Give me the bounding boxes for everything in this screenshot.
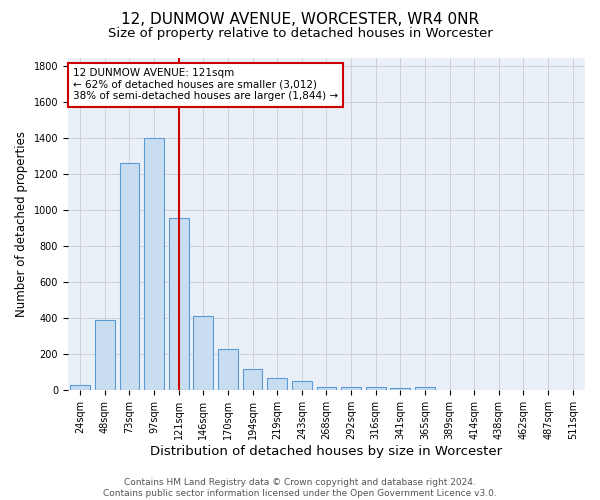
Text: Size of property relative to detached houses in Worcester: Size of property relative to detached ho… (107, 28, 493, 40)
Bar (268, 378, 287, 390)
Bar (391, 388, 410, 390)
Bar (193, 316, 213, 390)
Bar (144, 138, 164, 390)
Bar (243, 369, 262, 390)
Bar (415, 386, 435, 390)
Text: 12, DUNMOW AVENUE, WORCESTER, WR4 0NR: 12, DUNMOW AVENUE, WORCESTER, WR4 0NR (121, 12, 479, 28)
Bar (119, 162, 139, 390)
Bar (317, 386, 337, 390)
Bar (292, 381, 311, 390)
Y-axis label: Number of detached properties: Number of detached properties (15, 130, 28, 316)
Bar (341, 387, 361, 390)
Bar (366, 387, 386, 390)
Bar (169, 218, 188, 390)
Bar (218, 349, 238, 390)
Bar (70, 386, 90, 390)
Text: 12 DUNMOW AVENUE: 121sqm
← 62% of detached houses are smaller (3,012)
38% of sem: 12 DUNMOW AVENUE: 121sqm ← 62% of detach… (73, 68, 338, 102)
Bar (95, 320, 115, 390)
X-axis label: Distribution of detached houses by size in Worcester: Distribution of detached houses by size … (151, 444, 503, 458)
Text: Contains HM Land Registry data © Crown copyright and database right 2024.
Contai: Contains HM Land Registry data © Crown c… (103, 478, 497, 498)
